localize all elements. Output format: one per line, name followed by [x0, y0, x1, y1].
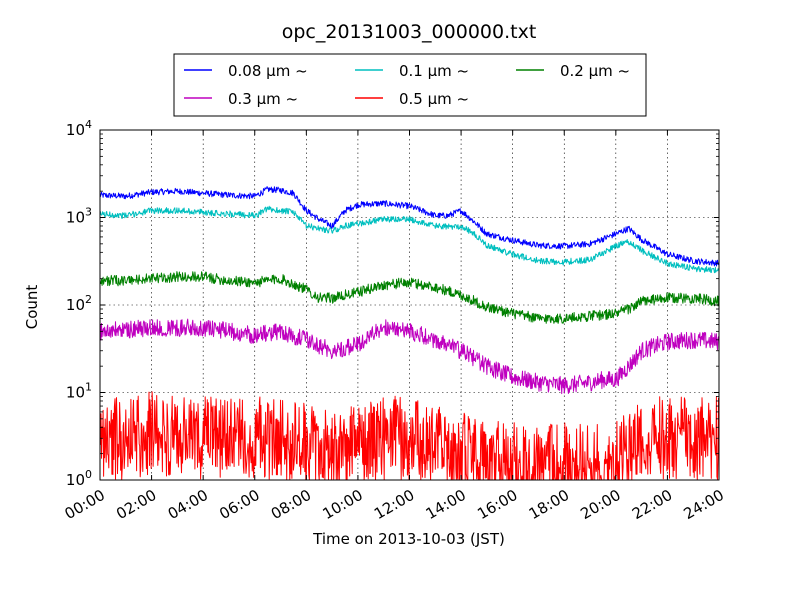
legend-label-5: 0.5 μm ~ [399, 90, 469, 108]
y-axis-label: Count [23, 285, 41, 330]
y-tick-exponent: 4 [85, 118, 92, 131]
series-line-4 [99, 318, 720, 395]
legend-label-3: 0.2 μm ~ [560, 62, 630, 80]
legend: 0.08 μm ~ 0.1 μm ~ 0.2 μm ~ 0.3 μm ~ 0.5 μm … [173, 53, 647, 117]
y-tick-exponent: 2 [85, 293, 92, 306]
y-tick-exponent: 3 [85, 206, 92, 219]
legend-label-2: 0.1 μm ~ [399, 62, 469, 80]
legend-label-4: 0.3 μm ~ [228, 90, 298, 108]
legend-label-1: 0.08 μm ~ [228, 62, 308, 80]
series-line-2 [99, 205, 720, 274]
series-lines [99, 186, 720, 481]
chart-title: opc_20131003_000000.txt [282, 21, 537, 43]
series-line-1 [99, 186, 720, 267]
x-axis-label: Time on 2013-10-03 (JST) [312, 530, 505, 548]
y-tick-exponent: 0 [85, 468, 92, 481]
series-line-3 [99, 271, 720, 324]
series-line-5 [99, 391, 720, 481]
y-tick-exponent: 1 [85, 381, 92, 394]
legend-box [173, 53, 647, 117]
